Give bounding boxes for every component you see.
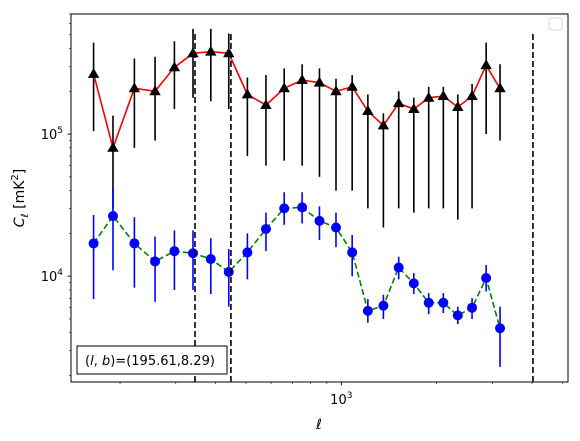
y-tick-label: 105 (41, 126, 63, 143)
series-2-point (314, 215, 325, 226)
series-2-point (107, 211, 118, 222)
series-1-point (393, 97, 405, 108)
series-1-point (205, 45, 217, 56)
tick-layer: 103 104 105 (41, 13, 563, 408)
series-1-point (107, 141, 119, 152)
series-2-point (408, 278, 419, 289)
plot-frame (70, 13, 569, 383)
series-1-point (241, 88, 254, 99)
series-2-point (378, 300, 389, 311)
series-1-point (377, 119, 390, 130)
series-1-point (187, 47, 199, 58)
series-1-point (313, 76, 326, 87)
series-2-point (347, 247, 358, 258)
series-1-point (452, 101, 464, 111)
series-1-point (87, 67, 100, 78)
series-2-point (205, 254, 216, 265)
vline-layer (194, 32, 534, 382)
series-2-point (330, 222, 341, 233)
series-2-point (393, 262, 404, 273)
legend-box (548, 17, 563, 31)
y-axis-label: Cℓ [mK2] (10, 169, 31, 228)
series-2-point (187, 248, 198, 259)
series-layer (87, 28, 506, 367)
series-1-point (423, 91, 435, 102)
series-1-point (437, 90, 450, 101)
series-2-point (452, 310, 463, 321)
series-2-point (150, 256, 161, 267)
series-1-point (408, 103, 420, 113)
series-1-point (168, 61, 181, 72)
series-1-point (346, 80, 358, 91)
annotation-text: (l, b)=(195.61,8.29) (85, 354, 215, 369)
series-2-point (438, 297, 449, 308)
series-1-point (260, 99, 272, 109)
series-2-point (88, 238, 99, 249)
series-2-point (467, 302, 478, 313)
y-label-unit-sup: 2 (10, 174, 21, 180)
series-2-point (362, 305, 373, 316)
x-axis-label: ℓ (315, 417, 322, 433)
series-2-point (481, 273, 492, 284)
series-2-point (223, 267, 234, 278)
series-1-point (466, 90, 478, 101)
series-2-point (129, 238, 140, 249)
series-2-point (260, 223, 271, 234)
y-label-sub: ℓ (20, 213, 31, 217)
series-1-point (480, 59, 492, 70)
series-2-point (279, 203, 290, 214)
series-2-point (495, 323, 506, 334)
series-1-point (149, 85, 161, 96)
y-tick-label: 104 (41, 268, 64, 285)
series-1-point (128, 82, 141, 93)
series-1-point (296, 74, 308, 84)
series-1-point (330, 85, 342, 96)
y-label-unit-close: ] (12, 169, 28, 174)
series-2-point (297, 202, 308, 213)
series-2-point (242, 247, 253, 258)
series-1-point (362, 105, 374, 116)
series-1-point (278, 82, 290, 93)
y-label-main: C (12, 217, 28, 227)
annotation-box: (l, b)=(195.61,8.29) (76, 345, 228, 375)
series-1-point (494, 82, 506, 93)
x-tick-label: 103 (330, 391, 352, 408)
series-2-point (169, 246, 180, 257)
series-2-point (423, 297, 434, 308)
y-label-unit: [mK (12, 180, 28, 214)
